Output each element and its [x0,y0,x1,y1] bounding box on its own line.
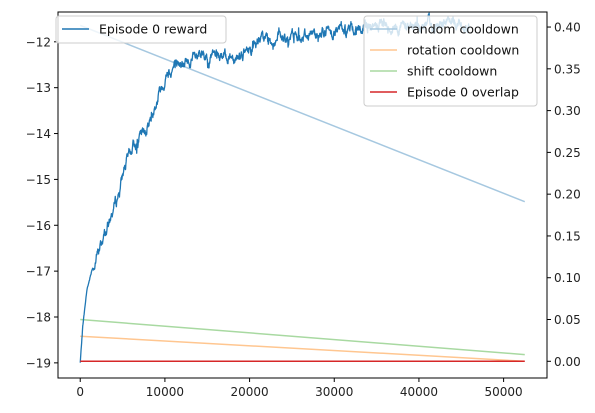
legend-box [363,15,538,107]
left-y-tick-label: −15 [26,173,51,187]
left-y-tick-label: −13 [26,81,51,95]
x-tick-label: 50000 [485,385,523,399]
right-y-tick-label: 0.40 [554,21,581,35]
right-y-tick-label: 0.30 [554,104,581,118]
left-y-tick-label: −19 [26,356,51,370]
right-y-tick-label: 0.25 [554,146,581,160]
left-y-tick-label: −12 [26,35,51,49]
axes-layer: 0 10000 20000 30000 40000 50000 −19 −18 −17 −16 −1… [26,21,581,399]
left-y-tick-label: −14 [26,127,51,141]
right-y-tick-label: 0.20 [554,188,581,202]
right-y-tick-label: 0.00 [554,355,581,369]
right-y-tick-label: 0.05 [554,313,581,327]
right-y-tick-label: 0.35 [554,62,581,76]
right-y-tick-label: 0.15 [554,229,581,243]
legend-label: shift cooldown [407,64,497,79]
legend-label: rotation cooldown [407,43,519,58]
series-line-random-cooldown [79,24,526,203]
series-layer [79,12,526,363]
left-y-tick-label: −17 [26,265,51,279]
x-tick-label: 20000 [230,385,268,399]
x-tick-label: 0 [76,385,84,399]
legend-box [55,15,227,44]
x-tick-label: 40000 [400,385,438,399]
legend-layer: Episode 0 reward random cooldown rotation … [55,15,538,107]
x-tick-label: 10000 [146,385,184,399]
left-y-tick-label: −16 [26,219,51,233]
legend-label: random cooldown [407,22,519,37]
left-y-tick-label: −18 [26,311,51,325]
legend-label: Episode 0 overlap [407,85,519,100]
plot-frame [57,11,548,379]
legend-label: Episode 0 reward [99,22,207,37]
series-line-shift-cooldown [80,318,525,356]
right-y-tick-label: 0.10 [554,271,581,285]
series-line-rotation-cooldown [80,335,525,363]
x-tick-label: 30000 [315,385,353,399]
